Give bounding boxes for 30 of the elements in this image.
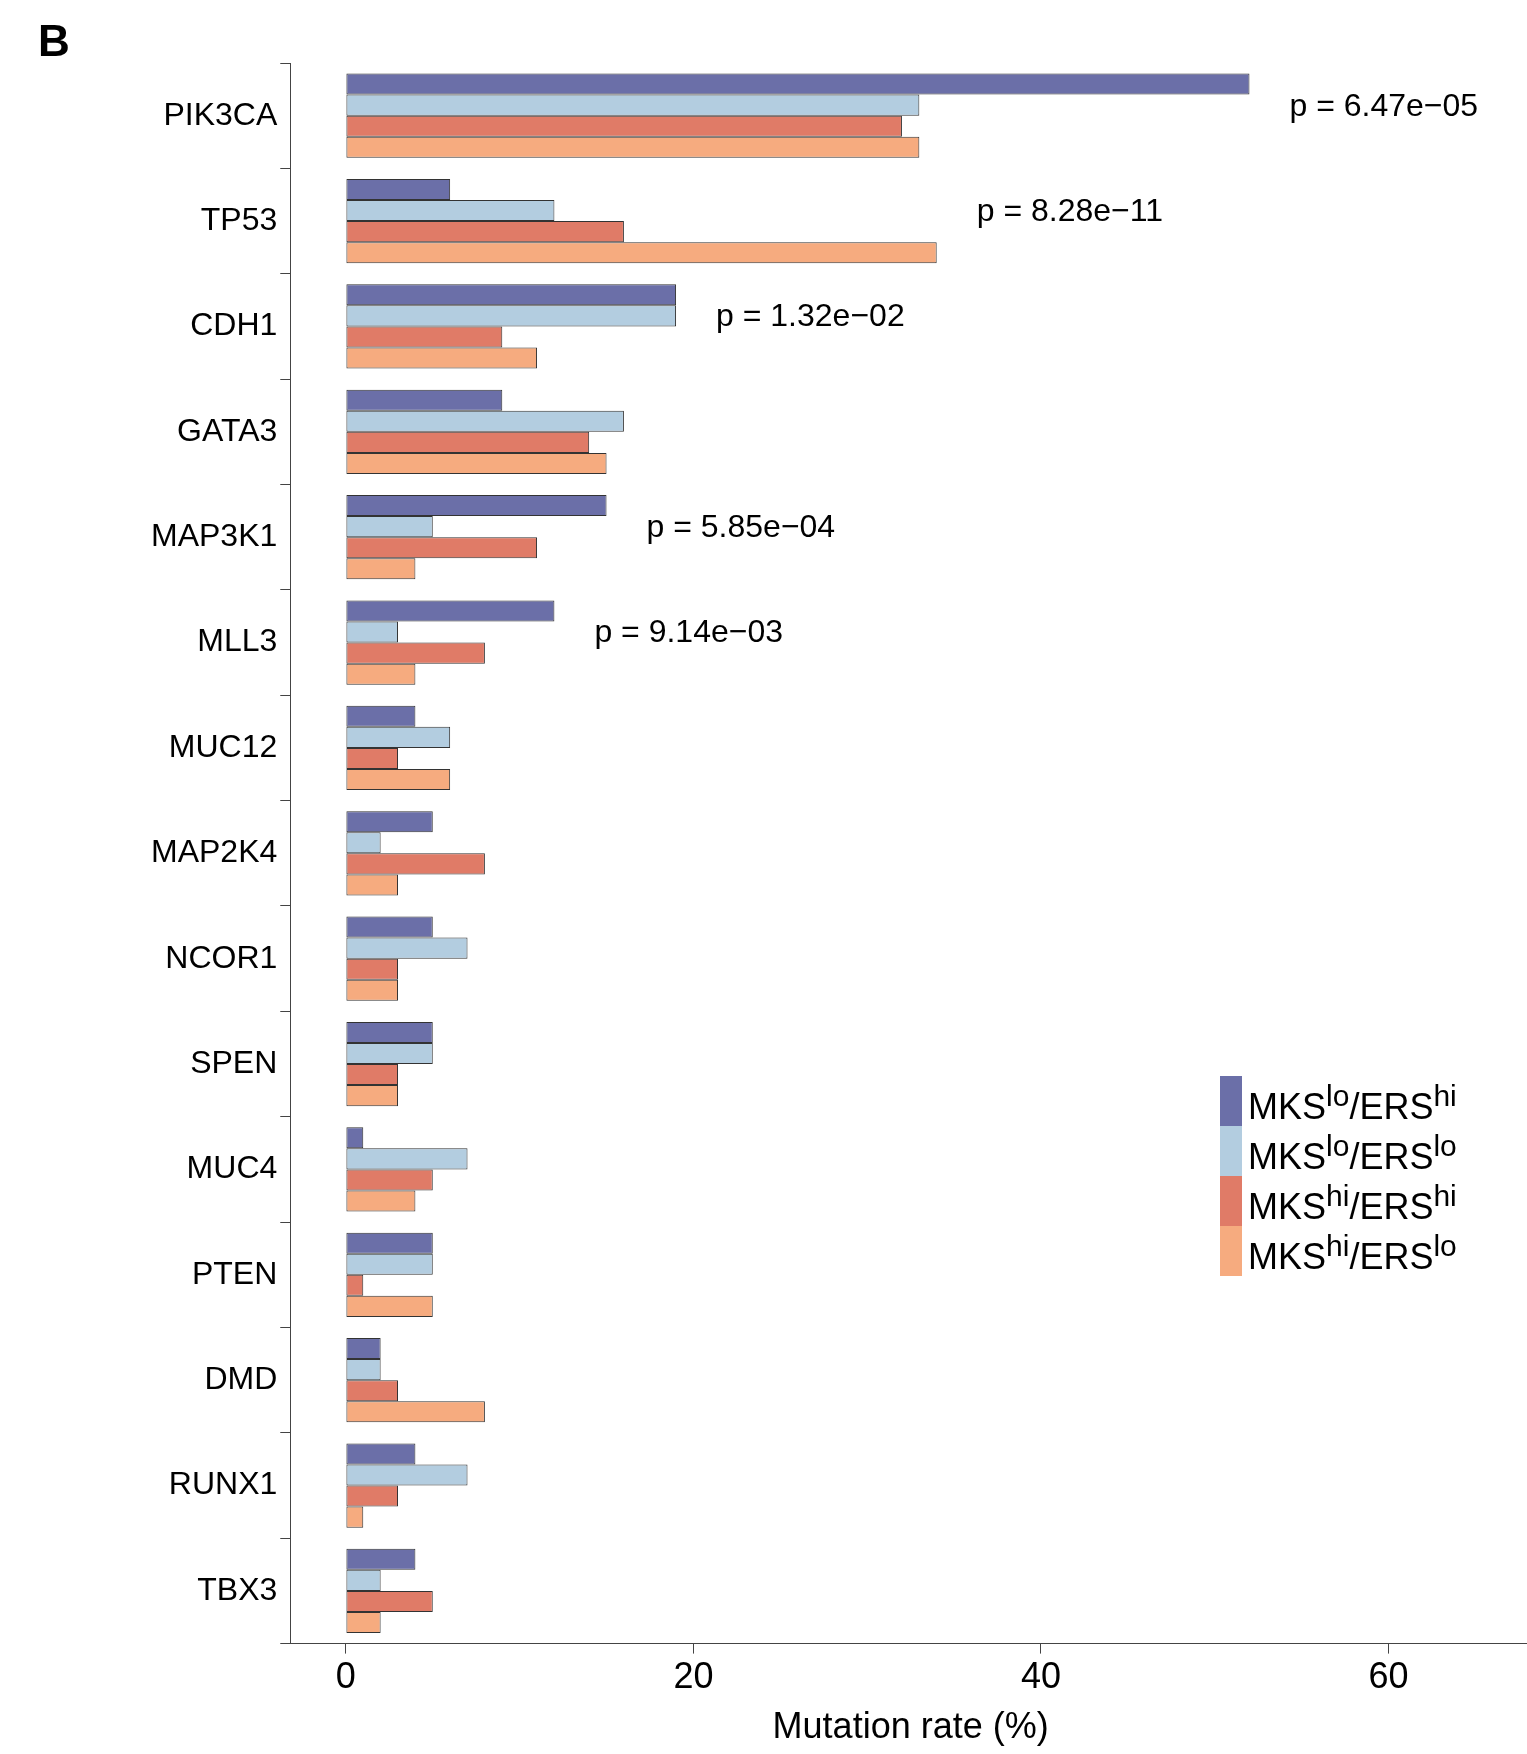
x-tick-label: 40 (1020, 1655, 1061, 1697)
x-axis-title: Mutation rate (%) (772, 1705, 1049, 1747)
x-tick-label: 0 (335, 1655, 356, 1697)
annotation: p = 1.32e−02 (716, 297, 905, 334)
y-tick-label: NCOR1 (165, 938, 278, 975)
annotation: p = 9.14e−03 (594, 613, 784, 650)
y-tick-label: PIK3CA (163, 95, 278, 132)
x-tick-label: 60 (1368, 1655, 1409, 1697)
y-tick-label: MAP3K1 (151, 517, 278, 554)
text: B (38, 16, 70, 66)
y-tick-label: SPEN (190, 1043, 278, 1080)
y-tick-label: MUC12 (168, 727, 278, 764)
legend-label: MKS$^{hi}$/ERS$^{hi}$ (1248, 1177, 1457, 1227)
legend-label: MKS$^{lo}$/ERS$^{hi}$ (1248, 1077, 1457, 1127)
x-tick-label: 20 (673, 1655, 714, 1697)
y-tick-label: DMD (204, 1359, 278, 1396)
y-tick-label: TBX3 (197, 1570, 278, 1607)
y-tick-label: TP53 (200, 200, 278, 237)
y-tick-label: CDH1 (190, 306, 278, 343)
y-tick-label: MLL3 (197, 622, 278, 659)
y-tick-label: MAP2K4 (151, 833, 278, 870)
annotation: p = 5.85e−04 (646, 508, 836, 545)
annotation: p = 6.47e−05 (1289, 86, 1479, 123)
legend-label: MKS$^{lo}$/ERS$^{lo}$ (1248, 1127, 1457, 1177)
annotation: p = 8.28e−11 (976, 191, 1163, 228)
y-tick-label: GATA3 (177, 411, 278, 448)
legend-label: MKS$^{hi}$/ERS$^{lo}$ (1248, 1227, 1457, 1277)
y-tick-label: PTEN (191, 1254, 278, 1291)
y-tick-label: RUNX1 (168, 1465, 278, 1502)
y-tick-label: MUC4 (186, 1149, 278, 1186)
